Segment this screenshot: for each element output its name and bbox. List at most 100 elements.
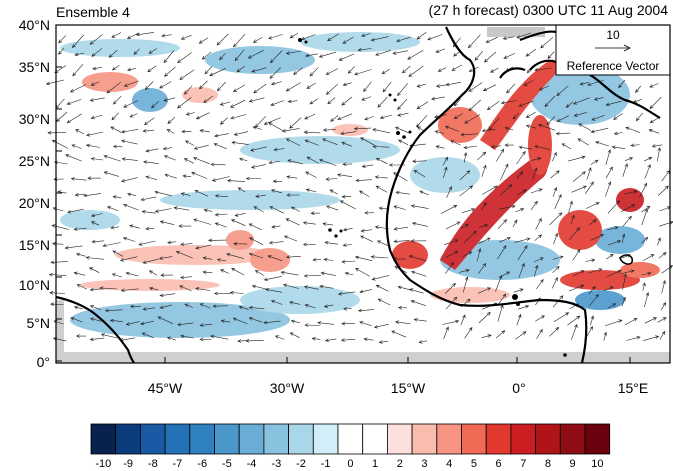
wind-arrow [304, 304, 316, 309]
wind-arrow [525, 48, 537, 57]
wind-arrow [641, 205, 651, 213]
wind-arrow [483, 51, 497, 63]
wind-arrow [214, 194, 228, 198]
wind-arrow [303, 130, 321, 135]
wind-arrow [462, 276, 469, 293]
wind-arrow [104, 308, 123, 313]
wind-arrow [147, 65, 157, 73]
wind-arrow [516, 150, 526, 165]
wind-arrow [635, 112, 643, 122]
wind-arrow [419, 190, 429, 196]
wind-arrow [534, 67, 552, 72]
wind-arrow [90, 317, 102, 322]
wind-arrow [193, 218, 212, 225]
wind-arrow [265, 288, 283, 293]
colorbar-swatch [337, 423, 364, 455]
wind-arrow [143, 160, 159, 164]
wind-arrow [123, 203, 139, 211]
wind-arrow [305, 53, 318, 58]
wind-arrow [590, 315, 594, 326]
wind-arrow [289, 332, 300, 338]
wind-arrow [177, 322, 194, 327]
wind-arrow [66, 113, 82, 124]
missing-data-left [56, 300, 64, 355]
wind-arrow [269, 67, 281, 79]
wind-arrow [255, 194, 266, 198]
wind-arrow [621, 269, 635, 274]
colorbar-swatch [510, 423, 536, 455]
wind-arrow [451, 64, 462, 71]
wind-arrow [181, 129, 192, 134]
y-axis-labels: 40°N 35°N 30°N 25°N 20°N 15°N 10°N 5°N 0… [19, 17, 50, 370]
y-tick-40n: 40°N [19, 17, 50, 33]
wind-arrow [459, 268, 470, 273]
wind-arrow [476, 248, 482, 262]
wind-arrow [236, 65, 245, 73]
wind-arrow [464, 114, 481, 124]
wind-arrow [202, 270, 213, 274]
coastlines [55, 26, 661, 364]
wind-arrow [141, 332, 154, 339]
wind-arrow [525, 111, 536, 118]
wind-arrow [395, 190, 410, 195]
wind-arrow [546, 116, 555, 126]
wind-arrow [413, 169, 426, 178]
wind-arrow [625, 126, 641, 133]
wind-arrow [285, 138, 301, 146]
wind-arrow [377, 298, 391, 306]
wind-arrow [145, 148, 159, 153]
wind-arrow [263, 117, 281, 125]
wind-arrow [442, 156, 449, 166]
wind-arrow [154, 208, 172, 213]
wind-arrow [327, 33, 339, 42]
wind-arrow [248, 252, 264, 259]
wind-arrow [325, 68, 339, 75]
wind-arrow [213, 143, 227, 150]
wind-arrow [503, 53, 515, 59]
wind-arrow [177, 97, 192, 109]
wind-arrow [179, 69, 195, 80]
reference-vector-label: Reference Vector [567, 59, 660, 73]
wind-arrow [467, 34, 481, 49]
colorbar-swatch [461, 423, 487, 455]
wind-arrow [149, 286, 159, 291]
wind-arrow [270, 100, 285, 106]
wind-arrow [435, 48, 446, 53]
wind-arrow [649, 83, 659, 88]
wind-arrow [374, 175, 388, 179]
map-frame [55, 24, 671, 364]
wind-arrow [361, 96, 372, 101]
wind-arrow [392, 50, 409, 55]
wind-arrow [70, 177, 87, 181]
wind-arrow [148, 48, 157, 54]
wind-arrow [460, 224, 469, 229]
wind-arrow [76, 284, 88, 290]
wind-arrow [199, 337, 212, 342]
wind-arrow [74, 193, 85, 197]
wind-arrow [478, 237, 491, 244]
wind-arrow [50, 260, 68, 264]
colorbar-label: -6 [197, 458, 207, 470]
wind-arrow [214, 212, 228, 217]
wind-arrow [338, 53, 355, 61]
wind-arrow [606, 253, 614, 260]
wind-arrow [309, 67, 319, 77]
wind-arrow [167, 116, 176, 124]
wind-arrow [268, 160, 280, 165]
wind-arrow [89, 337, 105, 342]
wind-arrow [397, 306, 407, 310]
wind-arrow [144, 81, 154, 91]
wind-arrow [145, 175, 158, 181]
wind-arrow [372, 144, 390, 149]
wind-arrow [91, 48, 103, 57]
wind-arrow [550, 170, 560, 179]
missing-data-bottom [56, 352, 670, 363]
wind-arrow [657, 317, 667, 323]
wind-arrow [347, 66, 355, 74]
wind-arrow [209, 68, 226, 77]
wind-arrow [649, 96, 662, 109]
wind-arrow [237, 187, 246, 193]
wind-arrow [239, 157, 248, 162]
wind-arrow [327, 97, 336, 105]
wind-arrow [401, 65, 411, 74]
